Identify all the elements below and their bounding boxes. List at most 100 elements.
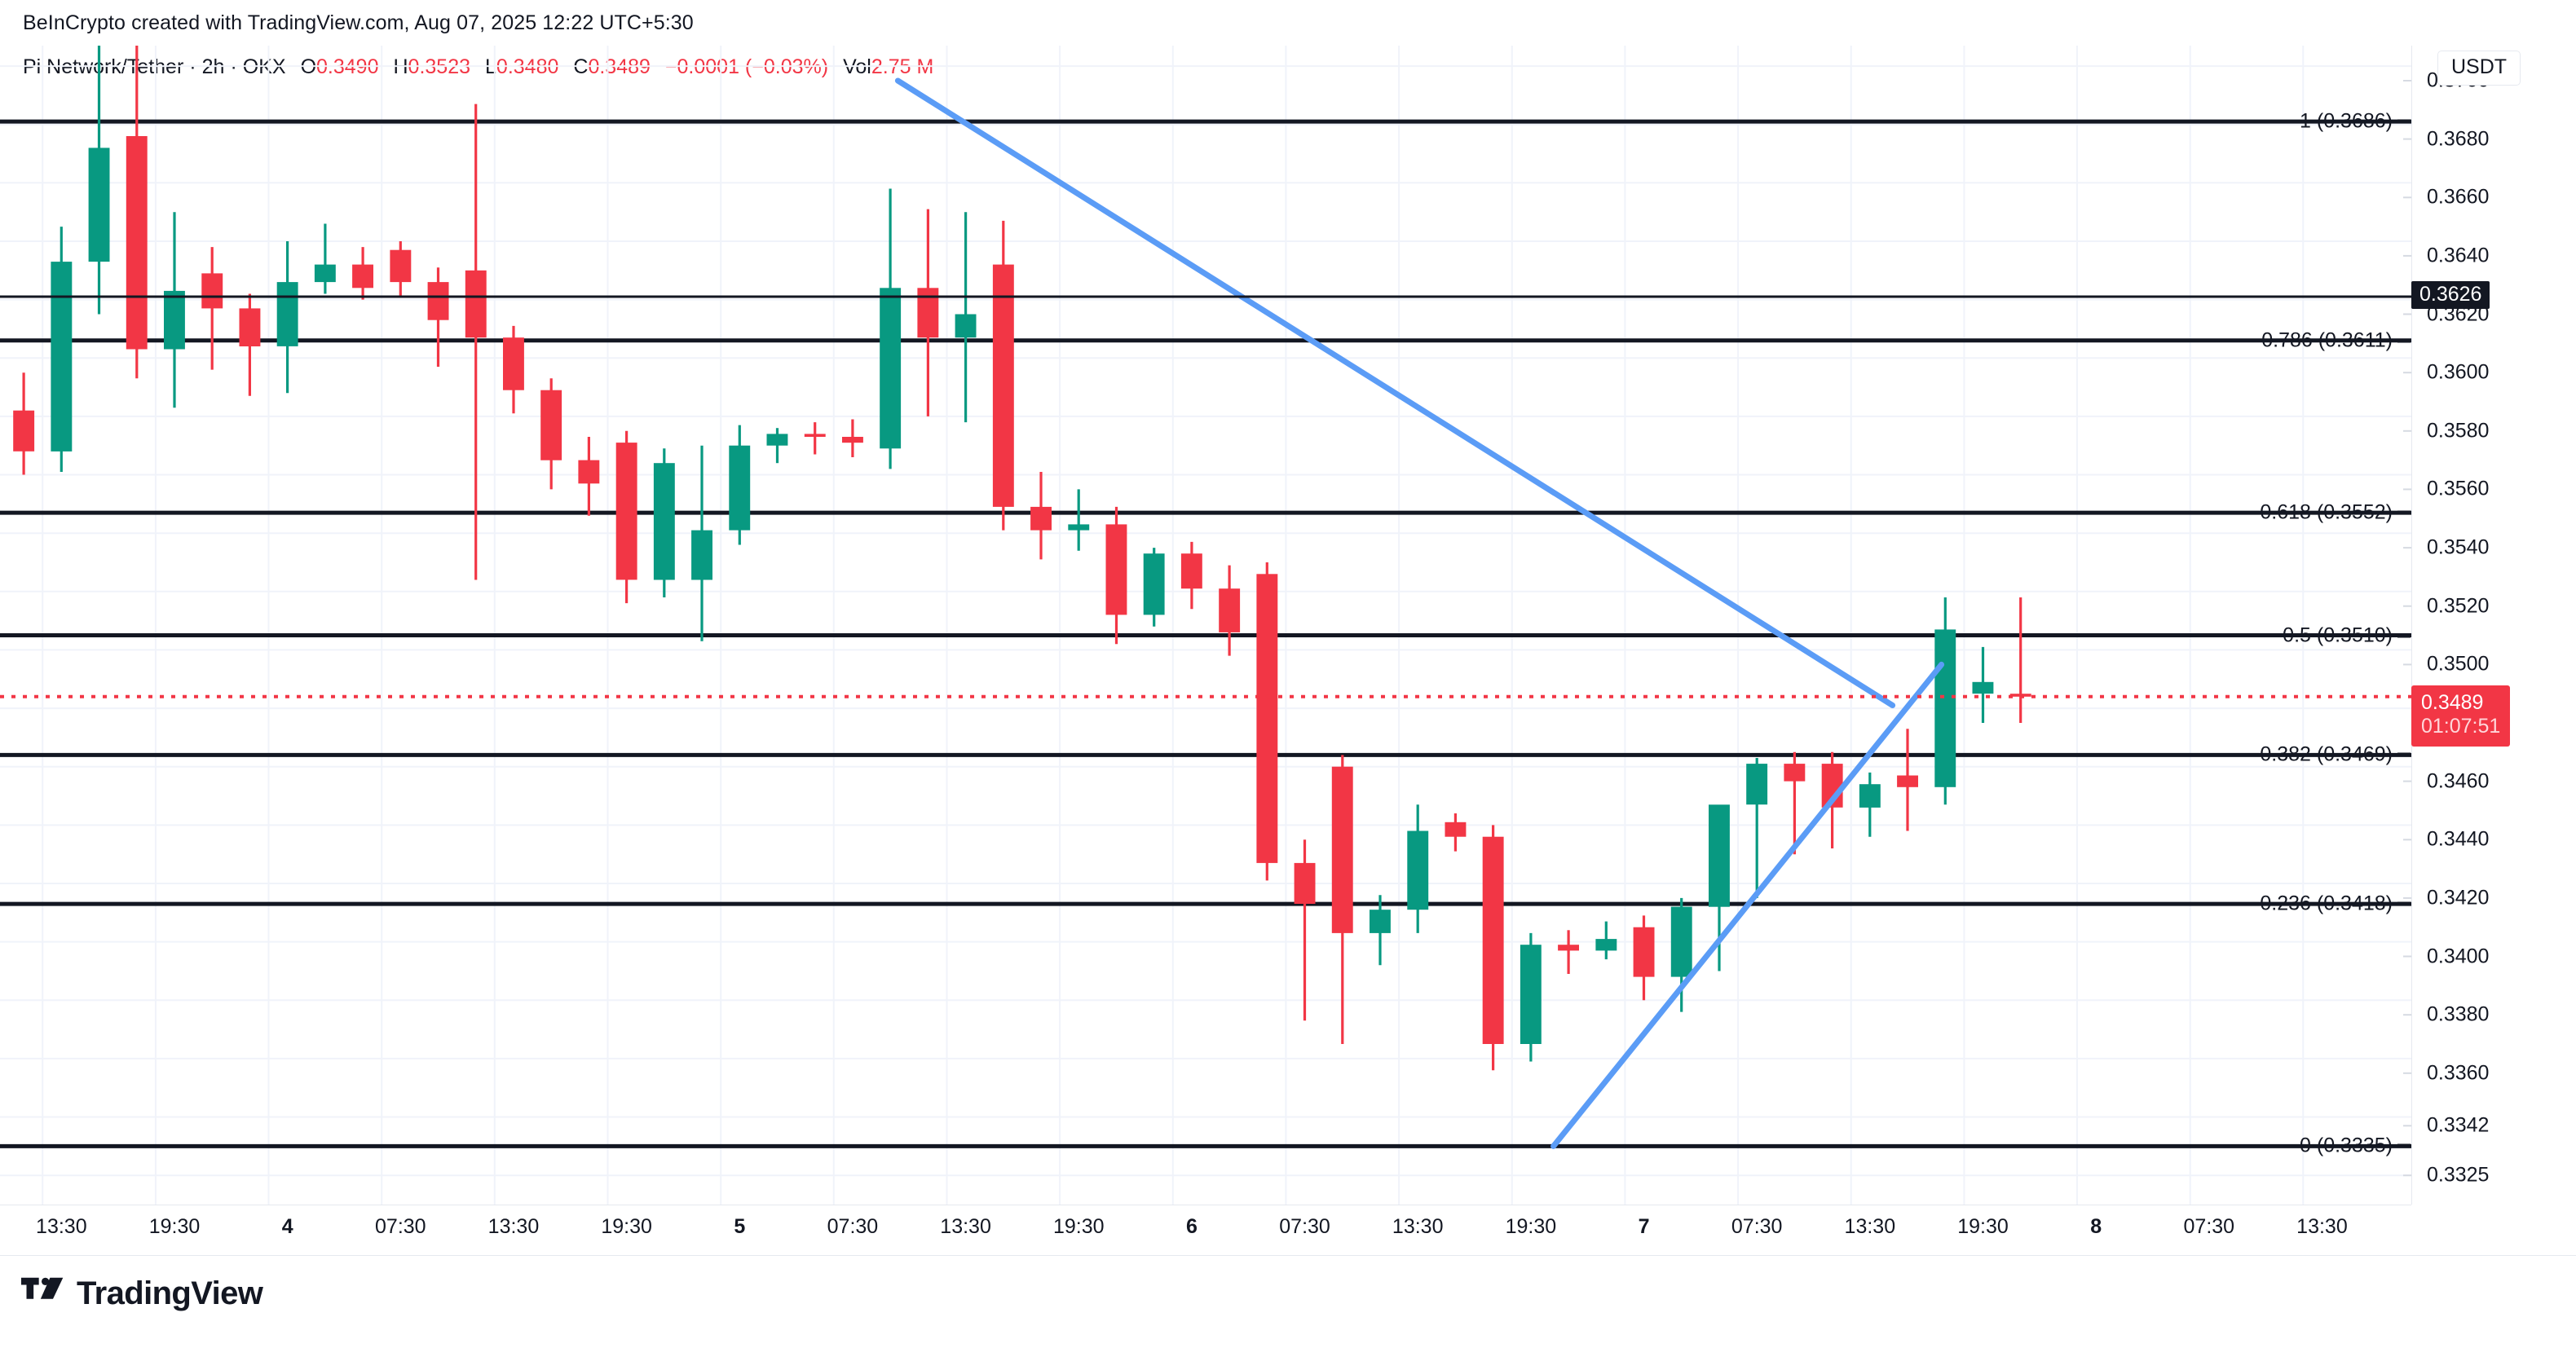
candle-body	[1105, 524, 1127, 615]
price-tick: 0.3660	[2427, 185, 2490, 209]
fib-label-0-382: 0.382 (0.3469)	[2260, 742, 2393, 766]
candle-body	[955, 314, 977, 338]
time-tick: 19:30	[1505, 1215, 1557, 1238]
price-tick: 0.3680	[2427, 127, 2490, 151]
fib-tick-marker	[2397, 1143, 2411, 1148]
candle-body	[1595, 939, 1617, 951]
time-tick: 07:30	[1731, 1215, 1783, 1238]
attribution-text: BeInCrypto created with TradingView.com,…	[23, 11, 694, 34]
candle-body	[1558, 945, 1579, 951]
time-tick: 6	[1185, 1215, 1198, 1238]
price-tick: 0.3360	[2427, 1061, 2490, 1085]
crosshair-price-badge: 0.3626	[2411, 281, 2490, 310]
footer-bar: TradingView	[0, 1255, 2576, 1348]
candle-body	[1030, 506, 1052, 531]
time-tick: 13:30	[487, 1215, 540, 1238]
candle-body	[314, 264, 336, 283]
candle-body	[276, 282, 298, 346]
fib-tick-marker	[2397, 901, 2411, 906]
time-tick: 13:30	[1392, 1215, 1444, 1238]
currency-chip[interactable]: USDT	[2437, 51, 2521, 86]
candle-body	[578, 460, 600, 484]
candle-body	[1068, 524, 1090, 531]
candle-body	[540, 390, 562, 460]
candle-body	[1859, 784, 1881, 808]
candle-body	[1746, 764, 1768, 805]
trendline-descending-resistance	[894, 77, 1896, 708]
candle-body	[465, 270, 487, 338]
fib-label-0: 0 (0.3335)	[2300, 1134, 2393, 1157]
candle-body	[1482, 836, 1504, 1044]
time-tick: 8	[2090, 1215, 2102, 1238]
candle-body	[1897, 775, 1918, 787]
bar-countdown: 01:07:51	[2421, 715, 2501, 738]
fib-label-0-618: 0.618 (0.3552)	[2260, 500, 2393, 524]
candle-body	[992, 264, 1014, 507]
price-tick: 0.3540	[2427, 535, 2490, 559]
time-tick: 13:30	[1844, 1215, 1896, 1238]
price-tick: 0.3500	[2427, 652, 2490, 676]
candle-body	[842, 437, 863, 443]
candle-body	[766, 434, 788, 446]
time-tick: 13:30	[36, 1215, 87, 1238]
time-tick: 07:30	[827, 1215, 879, 1238]
candle-body	[1934, 629, 1956, 787]
candle-body	[1670, 906, 1692, 977]
candle-body	[1180, 553, 1202, 589]
fib-tick-marker	[2397, 633, 2411, 638]
time-axis[interactable]: 07:30 13:30 19:30 4 07:30 13:30 19:30 5 07:30 13:…	[0, 1205, 2411, 1255]
candle-body	[1219, 588, 1241, 632]
fib-label-0-5: 0.5 (0.3510)	[2283, 623, 2393, 647]
fib-tick-marker	[2397, 338, 2411, 343]
price-tick: 0.3580	[2427, 419, 2490, 443]
candle-body	[1709, 804, 1730, 907]
price-tick: 0.3342	[2427, 1113, 2490, 1137]
time-tick: 13:30	[940, 1215, 991, 1238]
fib-tick-marker	[2397, 510, 2411, 515]
price-tick: 0.3420	[2427, 886, 2490, 910]
candle-body	[51, 262, 73, 452]
tradingview-mark-icon	[21, 1277, 64, 1299]
price-tick: 0.3520	[2427, 594, 2490, 618]
fib-label-0-786: 0.786 (0.3611)	[2261, 328, 2393, 352]
fib-label-1: 1 (0.3686)	[2300, 109, 2393, 133]
candle-body	[201, 273, 223, 309]
candle-body	[917, 288, 939, 338]
candle-body	[239, 308, 261, 346]
chart-plot-area[interactable]	[0, 46, 2411, 1205]
time-tick: 07:30	[1279, 1215, 1330, 1238]
candle-body	[729, 445, 751, 531]
candle-body	[1370, 910, 1391, 933]
candle-body	[88, 148, 110, 262]
candle-body	[1633, 927, 1655, 977]
time-tick: 13:30	[2296, 1215, 2348, 1238]
candle-body	[1143, 553, 1165, 615]
candle-body	[653, 463, 675, 580]
last-price-badge[interactable]: 0.3489 01:07:51	[2411, 685, 2511, 747]
price-axis[interactable]: 0.37000.36800.36600.36400.36200.36000.35…	[2411, 46, 2576, 1205]
candle-body	[13, 410, 35, 452]
price-tick: 0.3600	[2427, 360, 2490, 384]
candle-body	[1520, 945, 1542, 1044]
candle-body	[352, 264, 373, 289]
price-tick: 0.3325	[2427, 1163, 2490, 1187]
candle-body	[503, 337, 524, 390]
candle-body	[427, 282, 449, 320]
time-tick: 19:30	[1052, 1215, 1105, 1238]
fib-label-0-236: 0.236 (0.3418)	[2260, 892, 2393, 915]
candle-body	[1256, 574, 1278, 863]
time-tick: 07:30	[2183, 1215, 2235, 1238]
tradingview-logo: TradingView	[21, 1275, 263, 1312]
time-tick: 19:30	[601, 1215, 652, 1238]
price-tick: 0.3400	[2427, 945, 2490, 968]
candle-body	[1445, 822, 1467, 837]
candle-body	[126, 136, 148, 350]
candle-body	[1972, 681, 1994, 694]
candle-body	[615, 443, 637, 580]
fib-tick-marker	[2397, 119, 2411, 124]
candle-body	[880, 288, 902, 449]
time-tick: 7	[1638, 1215, 1650, 1238]
candle-body	[1294, 862, 1316, 904]
candle-body	[804, 434, 826, 437]
